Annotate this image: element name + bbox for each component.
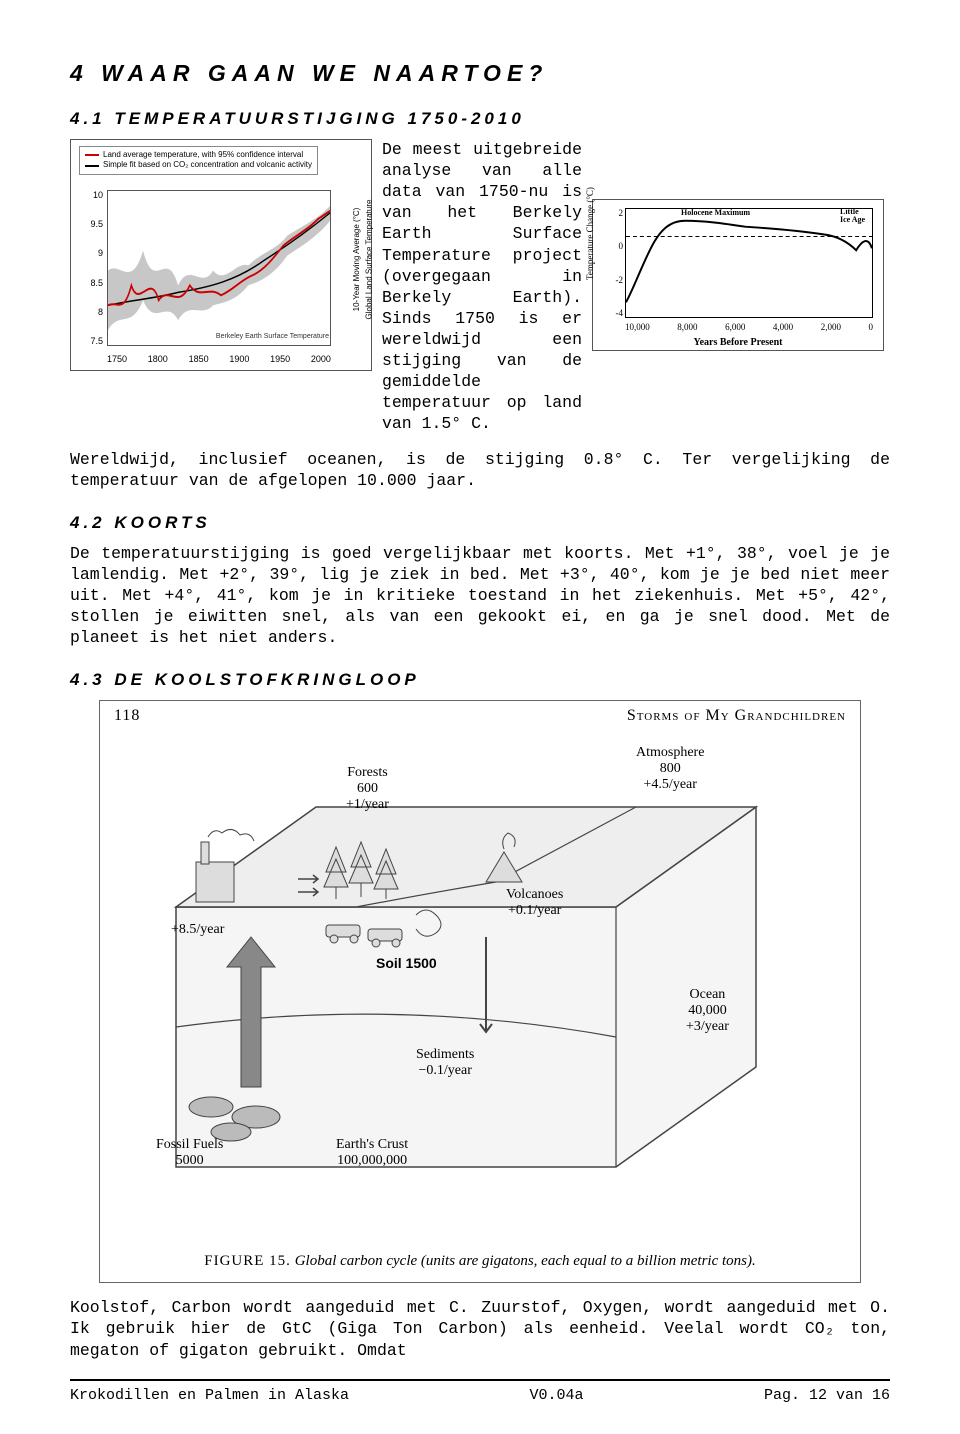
chart2-xlabel: Years Before Present	[593, 337, 883, 348]
label-ocean: Ocean 40,000 +3/year	[686, 987, 729, 1035]
label-volcanoes: Volcanoes +0.1/year	[506, 887, 563, 919]
figure-page-no: 118	[114, 707, 140, 725]
label-atmosphere: Atmosphere 800 +4.5/year	[636, 745, 704, 793]
label-crust: Earth's Crust 100,000,000	[336, 1137, 408, 1169]
page-footer: Krokodillen en Palmen in Alaska V0.04a P…	[70, 1379, 890, 1404]
factory-icon	[196, 862, 234, 902]
chart2-ann-holocene: Holocene Maximum	[681, 208, 750, 217]
heading-chapter: 4 WAAR GAAN WE NAARTOE?	[70, 60, 890, 87]
footer-right: Pag. 12 van 16	[764, 1387, 890, 1404]
chart1-attribution: Berkeley Earth Surface Temperature	[216, 333, 329, 340]
chart1-legend: Land average temperature, with 95% confi…	[79, 146, 318, 175]
para-43: Koolstof, Carbon wordt aangeduid met C. …	[70, 1297, 890, 1360]
label-sediments: Sediments −0.1/year	[416, 1047, 474, 1079]
chart-holocene: Temperature Change (°C) Holocene Maximum…	[592, 139, 884, 351]
figure-caption: FIGURE 15. Global carbon cycle (units ar…	[100, 1247, 860, 1282]
chart2-line	[626, 221, 872, 302]
heading-4-3: 4.3 DE KOOLSTOFKRINGLOOP	[70, 670, 890, 690]
chart1-band	[108, 206, 330, 330]
figure-carbon-cycle: 118 Storms of My Grandchildren	[99, 700, 861, 1283]
chart1-ylabel1: Global Land Surface Temperature	[365, 200, 374, 320]
chimney-icon	[201, 842, 209, 864]
chart2-yticks: 2 0 -2 -4	[611, 208, 623, 318]
footer-left: Krokodillen en Palmen in Alaska	[70, 1387, 349, 1404]
chart1-yticks: 10 9.5 9 8.5 8 7.5	[87, 190, 103, 346]
heading-4-1: 4.1 TEMPERATUURSTIJGING 1750-2010	[70, 109, 890, 129]
chart2-ylabel: Temperature Change (°C)	[585, 187, 595, 280]
para-41-after: Wereldwijd, inclusief oceanen, is de sti…	[70, 449, 890, 491]
label-soil: Soil 1500	[376, 955, 437, 971]
chart1-legend2: Simple fit based on CO₂ concentration an…	[103, 160, 312, 170]
heading-4-2: 4.2 KOORTS	[70, 513, 890, 533]
figure-caption-text: Global carbon cycle (units are gigatons,…	[291, 1253, 756, 1269]
para-41-right: De meest uitgebreide analyse van alle da…	[382, 139, 582, 435]
smoke-icon	[208, 830, 254, 842]
label-forests: Forests 600 +1/year	[346, 765, 389, 813]
figure-book-title: Storms of My Grandchildren	[627, 707, 846, 725]
chart2-xticks: 10,000 8,000 6,000 4,000 2,000 0	[625, 322, 873, 332]
chart-temperature-1750: Land average temperature, with 95% confi…	[70, 139, 372, 371]
chart1-ylabel2: 10-Year Moving Average (°C)	[353, 208, 362, 312]
para-42: De temperatuurstijging is goed vergelijk…	[70, 543, 890, 649]
footer-center: V0.04a	[530, 1387, 584, 1404]
label-fossil: Fossil Fuels 5000	[156, 1137, 223, 1169]
chart2-ann-lia: Little Ice Age	[840, 208, 870, 224]
chart1-xticks: 1750 1800 1850 1900 1950 2000	[107, 354, 331, 364]
chart1-legend1: Land average temperature, with 95% confi…	[103, 150, 303, 160]
figure-caption-num: FIGURE 15.	[204, 1253, 291, 1269]
label-factory: +8.5/year	[171, 922, 224, 938]
